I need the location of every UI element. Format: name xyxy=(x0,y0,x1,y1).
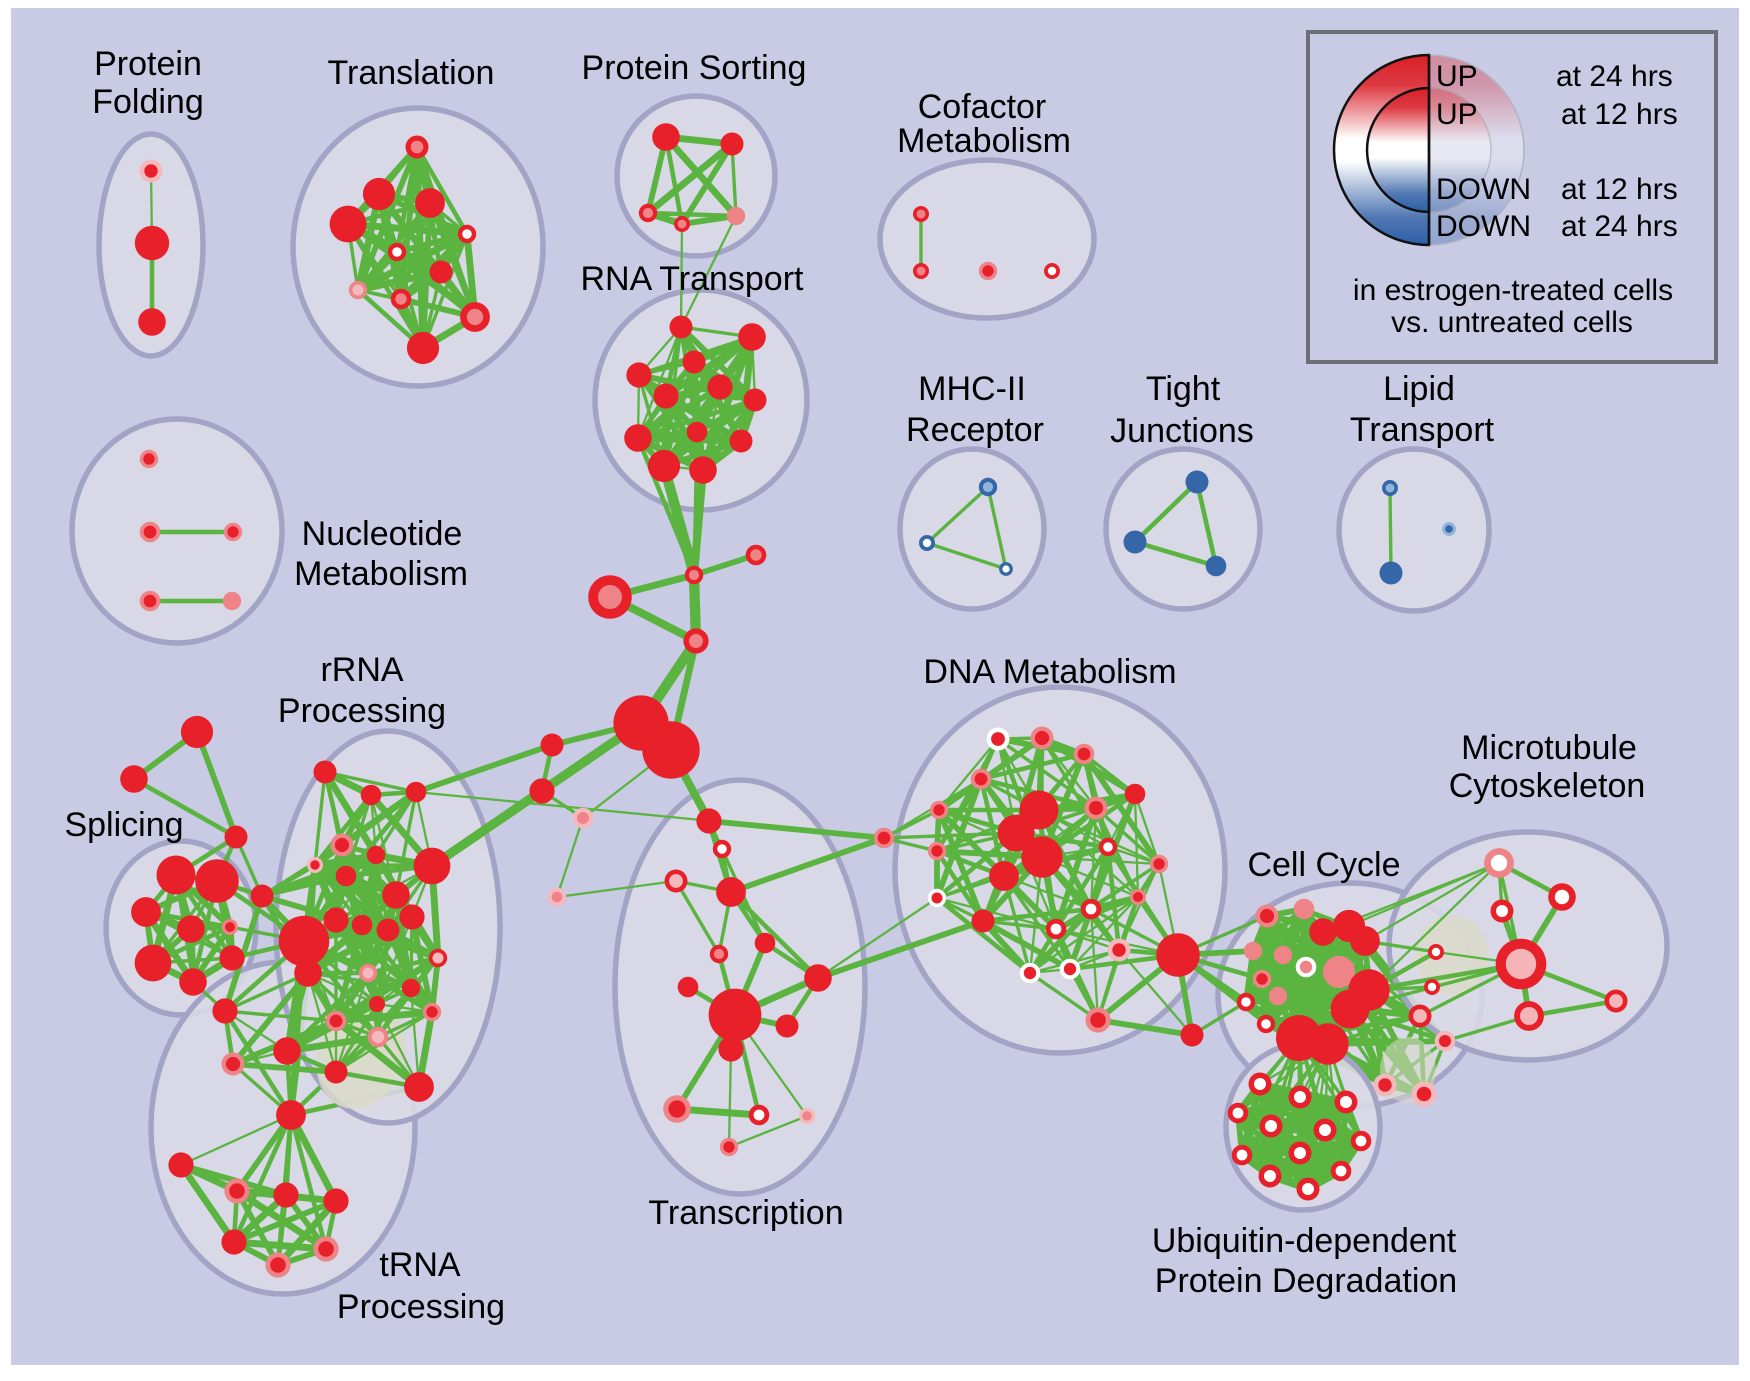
svg-text:Protein Degradation: Protein Degradation xyxy=(1155,1262,1457,1300)
svg-text:at 24 hrs: at 24 hrs xyxy=(1556,60,1673,93)
svg-text:vs. untreated cells: vs. untreated cells xyxy=(1391,306,1633,339)
svg-text:Processing: Processing xyxy=(337,1288,505,1326)
svg-text:Protein: Protein xyxy=(94,45,202,83)
svg-text:Metabolism: Metabolism xyxy=(897,122,1071,160)
svg-text:Cofactor: Cofactor xyxy=(918,88,1047,126)
svg-text:Translation: Translation xyxy=(328,54,495,92)
svg-text:UP: UP xyxy=(1436,98,1478,131)
svg-text:RNA Transport: RNA Transport xyxy=(581,260,805,298)
svg-text:DNA Metabolism: DNA Metabolism xyxy=(923,653,1176,691)
svg-text:Protein Sorting: Protein Sorting xyxy=(582,49,807,87)
svg-text:Processing: Processing xyxy=(278,692,446,730)
svg-text:Cytoskeleton: Cytoskeleton xyxy=(1449,767,1646,805)
svg-text:rRNA: rRNA xyxy=(320,651,403,689)
svg-text:DOWN: DOWN xyxy=(1436,210,1531,243)
svg-text:Tight: Tight xyxy=(1146,370,1221,408)
svg-text:Microtubule: Microtubule xyxy=(1461,729,1637,767)
svg-text:Splicing: Splicing xyxy=(64,806,183,844)
svg-text:in estrogen-treated cells: in estrogen-treated cells xyxy=(1353,274,1673,307)
svg-text:Transport: Transport xyxy=(1350,411,1495,449)
svg-text:Transcription: Transcription xyxy=(648,1194,843,1232)
svg-text:Lipid: Lipid xyxy=(1383,370,1455,408)
svg-text:Ubiquitin-dependent: Ubiquitin-dependent xyxy=(1152,1222,1457,1260)
svg-text:Folding: Folding xyxy=(92,83,204,121)
svg-text:Metabolism: Metabolism xyxy=(294,555,468,593)
svg-text:at 12 hrs: at 12 hrs xyxy=(1561,98,1678,131)
svg-text:Junctions: Junctions xyxy=(1110,412,1254,450)
svg-text:Cell Cycle: Cell Cycle xyxy=(1247,846,1400,884)
svg-text:Receptor: Receptor xyxy=(906,411,1044,449)
svg-text:Nucleotide: Nucleotide xyxy=(302,515,463,553)
svg-text:at 12 hrs: at 12 hrs xyxy=(1561,173,1678,206)
svg-text:at 24 hrs: at 24 hrs xyxy=(1561,210,1678,243)
svg-text:MHC-II: MHC-II xyxy=(918,370,1026,408)
svg-text:tRNA: tRNA xyxy=(379,1246,461,1284)
svg-text:DOWN: DOWN xyxy=(1436,173,1531,206)
svg-text:UP: UP xyxy=(1436,60,1478,93)
